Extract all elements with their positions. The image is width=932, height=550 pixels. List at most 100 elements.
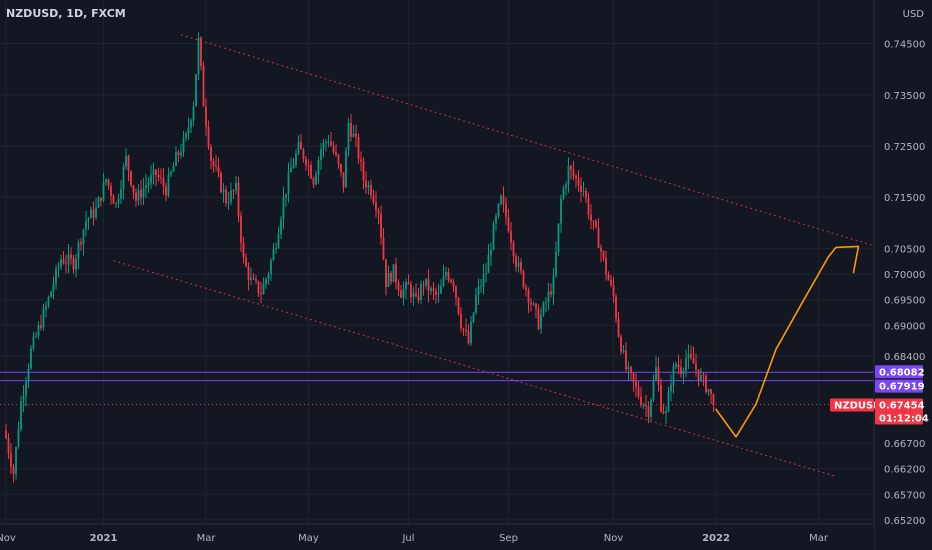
candle-body bbox=[547, 291, 550, 303]
horizontal-lines bbox=[0, 371, 874, 405]
y-tick-label: 0.74500 bbox=[884, 40, 925, 51]
candle-body bbox=[340, 164, 342, 173]
candles bbox=[5, 32, 715, 483]
candle-body bbox=[470, 321, 472, 344]
time-axis[interactable] bbox=[0, 524, 874, 550]
candle-body bbox=[515, 256, 517, 267]
candle-body bbox=[452, 281, 455, 287]
candle-body bbox=[535, 303, 537, 310]
candle-body bbox=[372, 195, 375, 203]
candle-body bbox=[707, 389, 710, 393]
candle-body bbox=[440, 285, 442, 294]
x-tick-label: Nov bbox=[604, 533, 624, 544]
candle-body bbox=[75, 258, 77, 270]
candle-body bbox=[517, 262, 520, 267]
channel-line bbox=[180, 34, 877, 247]
candle-body bbox=[360, 159, 362, 162]
candle-body bbox=[322, 142, 325, 150]
price-axis[interactable] bbox=[874, 0, 932, 550]
x-tick-label: Mar bbox=[809, 533, 829, 544]
candle-body bbox=[505, 203, 507, 218]
candle-body bbox=[690, 354, 692, 358]
candle-body bbox=[197, 37, 200, 75]
projection-arrow bbox=[715, 245, 860, 438]
candle-body bbox=[295, 153, 297, 165]
x-tick-label: Nov bbox=[0, 533, 16, 544]
price-axis-ticks: 0.74500 0.73500 0.72500 0.71500 0.70500 0.700… bbox=[884, 40, 925, 527]
candle-body bbox=[702, 375, 705, 377]
candle-body bbox=[447, 271, 450, 280]
candle-body bbox=[107, 179, 110, 186]
candle-body bbox=[27, 368, 30, 382]
candle-body bbox=[117, 198, 120, 204]
candle-body bbox=[300, 142, 302, 150]
candle-body bbox=[312, 178, 315, 185]
candle-body bbox=[642, 405, 645, 407]
candle-body bbox=[15, 446, 17, 475]
candle-body bbox=[525, 287, 527, 291]
candle-body bbox=[437, 293, 440, 295]
candle-body bbox=[112, 195, 115, 204]
candle-body bbox=[250, 278, 252, 281]
candle-body bbox=[242, 242, 245, 258]
candle-body bbox=[362, 161, 365, 181]
candle-body bbox=[220, 172, 222, 193]
candle-body bbox=[475, 295, 477, 313]
candle-body bbox=[415, 293, 417, 296]
candle-body bbox=[25, 381, 27, 396]
candle-body bbox=[67, 254, 70, 264]
candle-body bbox=[307, 165, 310, 167]
candle-body bbox=[410, 284, 412, 298]
candle-body bbox=[105, 179, 107, 183]
x-tick-label: 2022 bbox=[702, 533, 730, 544]
candle-body bbox=[5, 430, 7, 439]
candle-body bbox=[622, 350, 625, 352]
candle-body bbox=[532, 303, 535, 305]
candle-body bbox=[257, 281, 260, 294]
candle-body bbox=[687, 354, 690, 359]
y-tick-label: 0.72500 bbox=[884, 142, 925, 153]
candle-body bbox=[667, 391, 670, 412]
candle-body bbox=[22, 395, 25, 402]
candle-body bbox=[265, 278, 267, 284]
candle-body bbox=[645, 405, 647, 407]
candle-body bbox=[460, 313, 462, 329]
candle-body bbox=[677, 364, 680, 368]
candle-body bbox=[712, 394, 715, 405]
candle-body bbox=[252, 278, 255, 280]
candle-body bbox=[230, 190, 232, 203]
candle-body bbox=[635, 381, 637, 387]
candle-body bbox=[610, 280, 612, 285]
countdown-text: 01:12:04 bbox=[879, 413, 929, 424]
y-tick-label: 0.70000 bbox=[884, 270, 925, 281]
candle-body bbox=[697, 369, 700, 381]
candle-body bbox=[552, 275, 555, 295]
candle-body bbox=[162, 178, 165, 187]
candle-body bbox=[155, 169, 157, 176]
candle-body bbox=[445, 271, 447, 276]
candle-body bbox=[235, 182, 237, 191]
candle-body bbox=[190, 120, 192, 128]
candle-body bbox=[92, 209, 95, 218]
candle-body bbox=[487, 254, 490, 273]
candle-body bbox=[327, 141, 330, 143]
candle-body bbox=[237, 182, 240, 216]
candle-body bbox=[137, 190, 140, 201]
candle-body bbox=[247, 266, 250, 281]
candle-body bbox=[395, 264, 397, 283]
candle-body bbox=[182, 137, 185, 153]
candle-body bbox=[135, 192, 137, 201]
candle-body bbox=[60, 259, 62, 267]
candle-body bbox=[597, 227, 600, 248]
candle-body bbox=[345, 150, 347, 188]
candle-body bbox=[705, 375, 707, 393]
candle-body bbox=[115, 203, 117, 205]
y-tick-label: 0.69000 bbox=[884, 321, 925, 332]
candle-body bbox=[455, 286, 457, 298]
candle-body bbox=[140, 190, 142, 198]
candle-body bbox=[57, 266, 60, 269]
candle-body bbox=[292, 164, 295, 169]
time-axis-ticks: Nov 2021 Mar May Jul Sep Nov 2022 Mar bbox=[0, 533, 829, 544]
candle-body bbox=[7, 438, 10, 454]
